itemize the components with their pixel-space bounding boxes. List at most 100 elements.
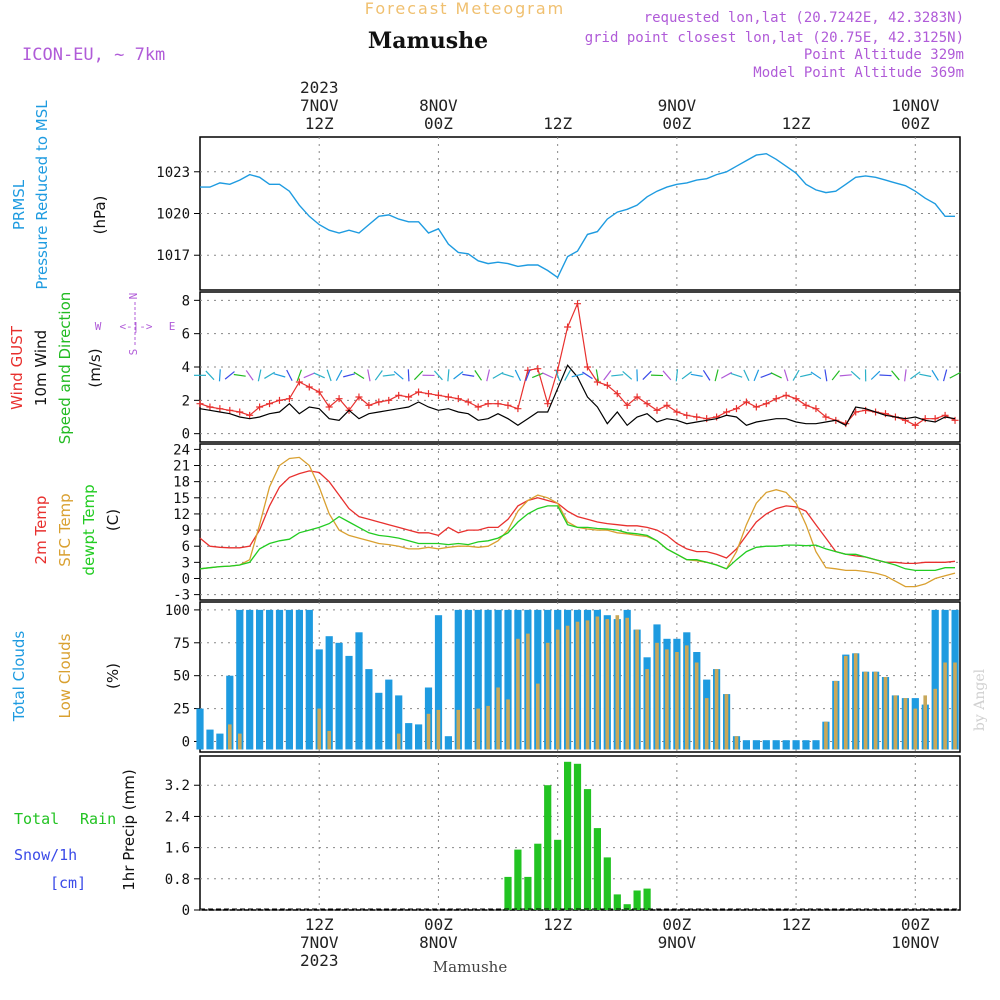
- low-cloud-bar: [883, 677, 888, 750]
- gust-marker: [395, 391, 403, 399]
- temp-labels: 2m Temp SFC Temp dewpt Temp (C): [32, 484, 122, 575]
- rain-bar: [603, 857, 611, 910]
- wind-direction-arrow: [205, 370, 215, 381]
- precip-ytick-label: 0: [182, 903, 190, 919]
- rain-bar: [573, 763, 582, 910]
- wind-direction-arrow: [622, 370, 633, 380]
- temp-ytick-label: 3: [182, 555, 190, 571]
- low-cloud-bar: [436, 709, 441, 750]
- gust-marker: [881, 410, 889, 418]
- gust-marker: [196, 400, 204, 408]
- total-cloud-bar: [474, 609, 482, 750]
- gust-marker: [762, 400, 770, 408]
- gust-marker: [246, 411, 254, 419]
- low-cloud-bar: [953, 662, 957, 750]
- low-cloud-bar: [476, 708, 480, 750]
- total-cloud-bar: [454, 609, 462, 750]
- low-cloud-bar: [486, 705, 490, 750]
- clouds-unit-label: (%): [104, 663, 122, 689]
- gust-marker: [623, 401, 631, 409]
- wind-line: [199, 364, 956, 427]
- top-time-label: 12Z: [305, 114, 334, 133]
- gust-marker: [901, 416, 909, 424]
- gust-marker: [554, 366, 562, 374]
- wind-direction-arrow: [839, 374, 852, 377]
- low-cloud-bar: [426, 713, 431, 750]
- low-cloud-bar: [645, 669, 649, 750]
- total-cloud-bar: [285, 609, 293, 750]
- low-cloud-bar: [923, 695, 927, 750]
- gust-marker: [454, 395, 462, 403]
- wind-direction-arrow: [264, 371, 275, 379]
- wind-direction-arrow: [413, 370, 424, 381]
- pressure-line: [200, 152, 955, 279]
- precip-unit-label: 1hr Precip (mm): [120, 769, 138, 890]
- precip-ytick-label: 1.6: [165, 841, 190, 857]
- footer-location: Mamushe: [433, 958, 508, 976]
- point-altitude: Point Altitude 329m: [804, 47, 964, 63]
- pressure-unit-label: (hPa): [91, 196, 109, 235]
- gust-marker: [494, 400, 502, 408]
- gust-marker: [732, 405, 740, 413]
- gust-marker: [434, 391, 442, 399]
- low-cloud-bar: [694, 662, 699, 750]
- low-clouds-label: Low Clouds: [56, 633, 74, 718]
- temp-ytick-label: 24: [173, 442, 190, 458]
- gust-marker: [683, 411, 691, 419]
- gust-marker: [216, 405, 224, 413]
- temp-ytick-label: 6: [182, 539, 190, 555]
- gust-marker: [812, 405, 820, 413]
- wind-direction-arrow: [662, 370, 672, 381]
- gust-marker: [504, 401, 512, 409]
- wind-direction-arrow: [257, 369, 262, 382]
- wind-direction-arrow: [743, 369, 750, 382]
- total-cloud-bar: [375, 692, 383, 750]
- gust-marker: [385, 396, 393, 404]
- top-time-label: 7NOV: [300, 96, 339, 115]
- total-cloud-bar: [792, 740, 800, 750]
- gust-marker: [544, 400, 552, 408]
- gust-marker: [862, 406, 870, 414]
- gust-marker: [266, 400, 274, 408]
- low-cloud-bar: [903, 698, 908, 750]
- low-cloud-bar: [704, 698, 709, 750]
- wind-direction-arrow: [447, 369, 450, 382]
- wind-direction-arrow: [433, 370, 443, 381]
- prmsl-label: PRMSL: [10, 179, 28, 230]
- temp-ytick-label: 18: [173, 475, 190, 491]
- top-time-label: 00Z: [424, 114, 453, 133]
- clouds-ytick-label: 50: [173, 669, 190, 685]
- wind-direction-arrow: [783, 369, 789, 382]
- gust-marker: [405, 393, 413, 401]
- bottom-time-label: 00Z: [424, 915, 453, 934]
- forecast-title: Forecast Meteogram: [365, 0, 565, 18]
- wind-direction-arrow: [582, 371, 593, 380]
- compass-w: W: [95, 320, 102, 333]
- wind-direction-arrow: [531, 372, 544, 379]
- total-cloud-bar: [216, 733, 224, 750]
- low-cloud-bar: [863, 671, 868, 750]
- wind-direction-arrow: [690, 373, 703, 377]
- gust-marker: [802, 401, 810, 409]
- wind-direction-arrow: [486, 369, 491, 382]
- total-cloud-bar: [405, 723, 413, 750]
- temp-ytick-label: 9: [182, 523, 190, 539]
- wind-direction-arrow: [770, 372, 782, 379]
- gust-marker: [295, 378, 303, 386]
- wind-direction-arrow: [753, 369, 760, 382]
- low-cloud-bar: [536, 683, 540, 750]
- low-cloud-bar: [714, 669, 719, 750]
- low-cloud-bar: [526, 633, 530, 750]
- temp-ytick-label: 0: [182, 571, 190, 587]
- wind-ytick-label: 8: [182, 293, 190, 309]
- total-cloud-bar: [772, 740, 780, 750]
- bottom-time-label: 2023: [300, 951, 339, 970]
- low-cloud-bar: [516, 638, 520, 750]
- total-cloud-bar: [752, 740, 760, 750]
- total-label: Total: [14, 810, 59, 828]
- rain-bar: [623, 904, 631, 910]
- clouds-ytick-label: 75: [173, 636, 190, 652]
- wind-direction-arrow: [407, 369, 410, 382]
- total-cloud-bar: [315, 649, 323, 750]
- model-label: ICON-EU, ~ 7km: [22, 45, 165, 65]
